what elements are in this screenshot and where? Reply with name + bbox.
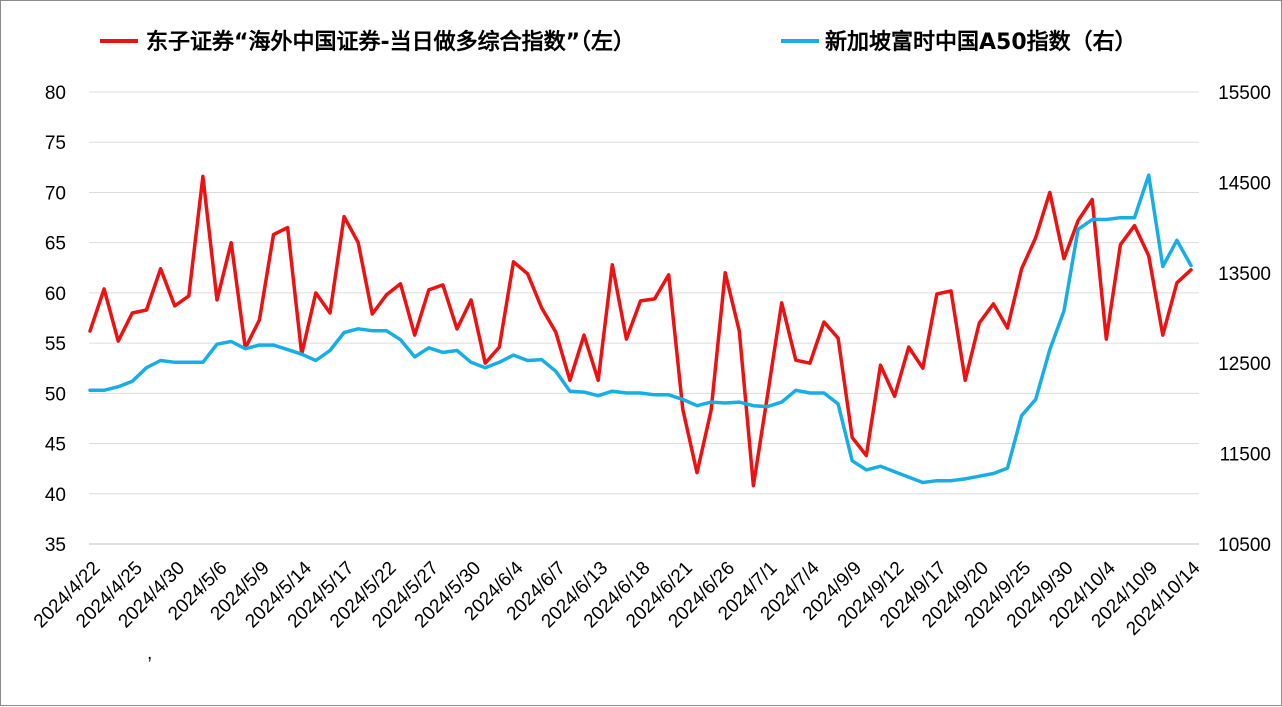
series-line-red	[88, 174, 1193, 488]
y-right-tick-label: 13500	[1218, 264, 1271, 285]
legend-label-right-series: 新加坡富时中国A50指数（右）	[825, 29, 1137, 55]
y-axis-left: 35 40 45 50 55 60 65 70 75 80	[45, 83, 66, 556]
legend: 东子证券“海外中国证券-当日做多综合指数”（左） 新加坡富时中国A50指数（右）	[100, 29, 1137, 55]
series-line-blue	[88, 173, 1193, 485]
y-left-tick-label: 45	[45, 435, 66, 456]
y-axis-right: 10500 11500 12500 13500 14500 15500	[1218, 83, 1271, 556]
legend-label-left-series: 东子证券“海外中国证券-当日做多综合指数”（左）	[146, 29, 635, 55]
y-left-tick-label: 60	[45, 284, 66, 305]
y-left-tick-label: 55	[45, 334, 66, 355]
y-left-tick-label: 80	[45, 83, 66, 104]
y-left-tick-label: 70	[45, 183, 66, 204]
series-lines	[88, 173, 1193, 488]
y-left-tick-label: 65	[45, 234, 66, 255]
y-right-tick-label: 11500	[1220, 445, 1271, 466]
y-right-tick-label: 14500	[1218, 173, 1271, 194]
stray-comma-label: ,	[147, 643, 152, 664]
y-left-tick-label: 75	[45, 133, 66, 154]
y-left-tick-label: 40	[45, 485, 66, 506]
y-left-tick-label: 35	[45, 535, 66, 556]
y-right-tick-label: 12500	[1218, 354, 1271, 375]
gridlines	[89, 91, 1199, 545]
y-left-tick-label: 50	[45, 384, 66, 405]
y-right-tick-label: 15500	[1218, 83, 1271, 104]
x-axis: 2024/4/222024/4/252024/4/302024/5/62024/…	[30, 543, 1205, 640]
y-right-tick-label: 10500	[1218, 535, 1271, 556]
